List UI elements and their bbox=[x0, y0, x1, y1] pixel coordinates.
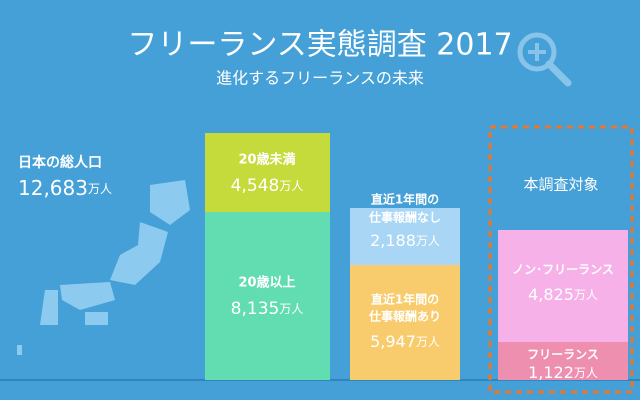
target-title: 本調査対象 bbox=[523, 176, 598, 194]
amount-unit: 万人 bbox=[574, 288, 598, 302]
target-label: ノン･フリーランス bbox=[512, 263, 614, 277]
target-frame bbox=[488, 125, 634, 394]
age-block bbox=[205, 212, 330, 380]
amount-value: 8,135 bbox=[231, 299, 280, 319]
work-label: 仕事報酬あり bbox=[368, 309, 441, 324]
amount: 8,135万人 bbox=[231, 299, 304, 319]
magnifier-icon bbox=[517, 32, 572, 87]
work-label: 直近1年間の bbox=[371, 192, 439, 207]
amount-value: 1,122 bbox=[528, 363, 574, 382]
amount: 12,683万人 bbox=[18, 176, 112, 200]
target-block bbox=[498, 230, 628, 342]
population-label: 日本の総人口 bbox=[18, 154, 102, 171]
work-label: 仕事報酬なし bbox=[368, 210, 441, 225]
amount: 5,947万人 bbox=[370, 332, 440, 351]
amount-value: 4,548 bbox=[231, 176, 280, 196]
amount-unit: 万人 bbox=[574, 366, 598, 380]
amount-unit: 万人 bbox=[279, 179, 303, 193]
amount-unit: 万人 bbox=[416, 335, 440, 349]
amount: 4,825万人 bbox=[528, 285, 598, 304]
amount: 1,122万人 bbox=[528, 363, 598, 382]
subtitle: 進化するフリーランスの未来 bbox=[216, 69, 424, 88]
amount-unit: 万人 bbox=[279, 302, 303, 316]
age-label: 20歳以上 bbox=[238, 275, 295, 291]
age-label: 20歳未満 bbox=[238, 152, 295, 168]
age-block bbox=[205, 133, 330, 212]
work-block bbox=[350, 265, 460, 380]
amount-value: 2,188 bbox=[370, 231, 416, 250]
amount-unit: 万人 bbox=[88, 182, 112, 196]
amount-value: 4,825 bbox=[528, 285, 574, 304]
amount: 2,188万人 bbox=[370, 231, 440, 250]
amount-value: 5,947 bbox=[370, 332, 416, 351]
work-block bbox=[350, 208, 460, 265]
amount: 4,548万人 bbox=[231, 176, 304, 196]
target-block bbox=[498, 342, 628, 380]
target-label: フリーランス bbox=[527, 348, 599, 362]
japan-map bbox=[17, 180, 190, 355]
work-label: 直近1年間の bbox=[371, 292, 439, 307]
amount-unit: 万人 bbox=[416, 234, 440, 248]
title: フリーランス実態調査 2017 bbox=[127, 28, 512, 63]
amount-value: 12,683 bbox=[18, 176, 88, 200]
